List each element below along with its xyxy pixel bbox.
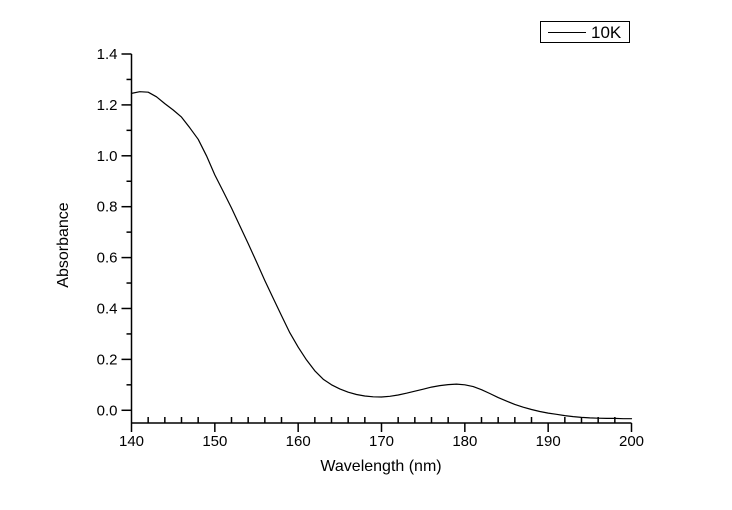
x-tick-label: 150 bbox=[202, 433, 227, 450]
y-tick-label: 1.2 bbox=[97, 97, 118, 114]
series-line-10K bbox=[130, 91, 633, 420]
y-tick-label: 0.2 bbox=[97, 351, 118, 368]
x-tick-label: 190 bbox=[536, 433, 561, 450]
y-tick-label: 0.0 bbox=[97, 402, 118, 419]
y-axis-title: Absorbance bbox=[55, 202, 72, 288]
x-tick-label: 180 bbox=[452, 433, 477, 450]
y-tick-label: 1.4 bbox=[97, 46, 118, 63]
x-tick-label: 160 bbox=[286, 433, 311, 450]
x-tick-label: 140 bbox=[119, 433, 144, 450]
x-tick-label: 200 bbox=[619, 433, 644, 450]
y-tick-label: 0.6 bbox=[97, 250, 118, 267]
y-tick-label: 1.0 bbox=[97, 148, 118, 165]
x-tick-label: 170 bbox=[369, 433, 394, 450]
legend: 10K bbox=[540, 21, 630, 43]
legend-label: 10K bbox=[591, 22, 622, 42]
legend-line-sample bbox=[548, 31, 586, 33]
y-tick-label: 0.4 bbox=[97, 300, 118, 317]
x-axis-title: Wavelength (nm) bbox=[320, 458, 442, 475]
y-tick-label: 0.8 bbox=[97, 199, 118, 216]
